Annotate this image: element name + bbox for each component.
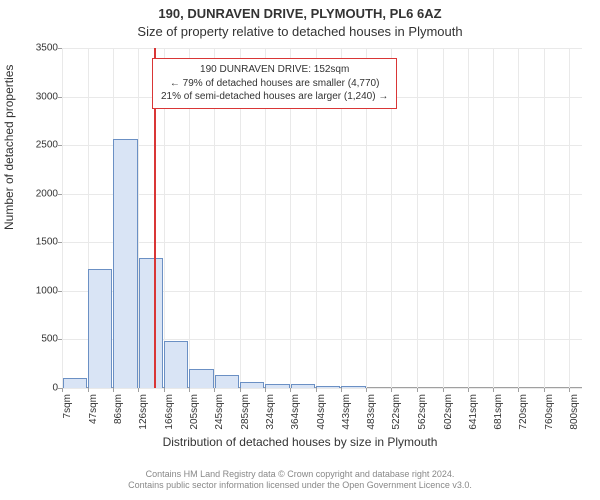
y-tick-label: 0 (18, 383, 58, 394)
annotation-line-2: ← 79% of detached houses are smaller (4,… (161, 77, 388, 91)
histogram-bar (291, 384, 316, 388)
x-tick-mark (138, 388, 139, 392)
gridline-vertical (493, 48, 494, 388)
gridline-horizontal (62, 48, 582, 49)
gridline-horizontal (62, 145, 582, 146)
credits-line-1: Contains HM Land Registry data © Crown c… (0, 469, 600, 481)
chart-title-sub: Size of property relative to detached ho… (0, 24, 600, 39)
x-tick-mark (341, 388, 342, 392)
y-tick-label: 2000 (18, 188, 58, 199)
y-tick-label: 1500 (18, 237, 58, 248)
gridline-vertical (544, 48, 545, 388)
annotation-line-3: 21% of semi-detached houses are larger (… (161, 90, 388, 104)
gridline-vertical (443, 48, 444, 388)
x-tick-mark (240, 388, 241, 392)
chart-plot-area: 05001000150020002500300035007sqm47sqm86s… (62, 48, 582, 388)
x-tick-mark (493, 388, 494, 392)
x-tick-mark (164, 388, 165, 392)
x-tick-mark (569, 388, 570, 392)
x-tick-mark (443, 388, 444, 392)
histogram-bar (265, 384, 290, 388)
gridline-horizontal (62, 388, 582, 389)
gridline-vertical (518, 48, 519, 388)
credits-line-2: Contains public sector information licen… (0, 480, 600, 492)
histogram-bar (88, 269, 112, 388)
histogram-bar (113, 139, 138, 388)
x-tick-mark (518, 388, 519, 392)
x-tick-mark (316, 388, 317, 392)
histogram-bar (341, 386, 366, 388)
gridline-vertical (417, 48, 418, 388)
x-axis-label: Distribution of detached houses by size … (0, 435, 600, 449)
x-tick-mark (214, 388, 215, 392)
y-tick-label: 1000 (18, 285, 58, 296)
histogram-bar (63, 378, 88, 388)
histogram-bar (215, 375, 240, 388)
chart-credits: Contains HM Land Registry data © Crown c… (0, 469, 600, 492)
x-tick-mark (265, 388, 266, 392)
x-tick-mark (544, 388, 545, 392)
x-tick-mark (62, 388, 63, 392)
chart-title-main: 190, DUNRAVEN DRIVE, PLYMOUTH, PL6 6AZ (0, 6, 600, 21)
x-tick-mark (391, 388, 392, 392)
gridline-vertical (468, 48, 469, 388)
x-tick-mark (366, 388, 367, 392)
x-tick-mark (468, 388, 469, 392)
gridline-vertical (569, 48, 570, 388)
y-tick-label: 3000 (18, 91, 58, 102)
gridline-horizontal (62, 194, 582, 195)
histogram-bar (164, 341, 188, 388)
x-tick-mark (88, 388, 89, 392)
annotation-line-1: 190 DUNRAVEN DRIVE: 152sqm (161, 63, 388, 77)
x-tick-mark (189, 388, 190, 392)
x-tick-mark (113, 388, 114, 392)
histogram-bar (139, 258, 164, 388)
histogram-bar (316, 386, 340, 388)
gridline-vertical (62, 48, 63, 388)
y-axis-label: Number of detached properties (2, 65, 16, 230)
x-tick-mark (290, 388, 291, 392)
annotation-box: 190 DUNRAVEN DRIVE: 152sqm← 79% of detac… (152, 58, 397, 109)
histogram-bar (189, 369, 214, 388)
y-tick-label: 2500 (18, 140, 58, 151)
histogram-bar (240, 382, 264, 388)
x-tick-mark (417, 388, 418, 392)
y-tick-label: 3500 (18, 43, 58, 54)
gridline-horizontal (62, 242, 582, 243)
y-tick-label: 500 (18, 334, 58, 345)
